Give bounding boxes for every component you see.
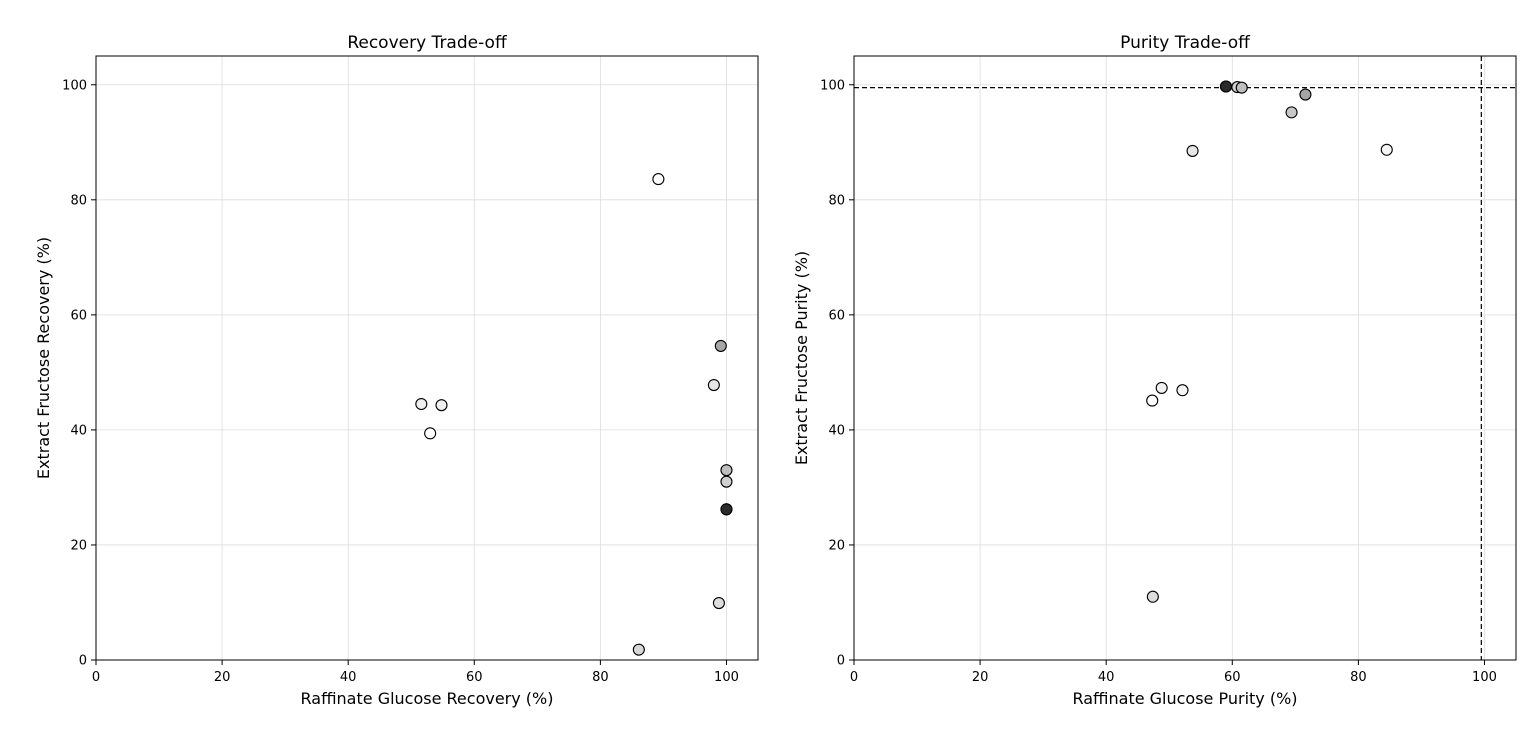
recovery-chart-xtick-label: 40 — [340, 670, 357, 685]
purity-chart-xtick-label: 60 — [1224, 670, 1241, 685]
recovery-chart-ticks: 0 20 40 60 80 100 0 20 40 60 80 100 — [62, 78, 739, 685]
purity-chart-point — [1219, 80, 1233, 93]
purity-chart: Purity Trade-off Raffinate Glucose Purit… — [792, 33, 1517, 708]
purity-chart-point — [1155, 381, 1168, 394]
purity-chart-ylabel: Extract Fructose Purity (%) — [792, 251, 811, 465]
purity-chart-point — [1235, 81, 1248, 94]
recovery-chart-point — [720, 464, 733, 477]
purity-chart-point — [1380, 143, 1393, 156]
recovery-chart-point — [720, 503, 733, 516]
purity-chart-ytick-label: 40 — [828, 423, 845, 438]
purity-chart-xlabel: Raffinate Glucose Purity (%) — [1072, 689, 1297, 708]
purity-chart-xtick-label: 100 — [1472, 670, 1497, 685]
recovery-chart-ytick-label: 60 — [70, 308, 87, 323]
recovery-chart-ytick-label: 80 — [70, 193, 87, 208]
purity-chart-point — [1146, 394, 1159, 407]
recovery-chart-ytick-label: 0 — [79, 654, 87, 669]
recovery-chart-point — [707, 378, 720, 392]
recovery-chart-point — [424, 427, 437, 440]
recovery-chart-point — [435, 399, 448, 412]
recovery-chart-ytick-label: 20 — [70, 538, 87, 553]
recovery-chart-xtick-label: 20 — [214, 670, 231, 685]
recovery-chart-ytick-label: 100 — [62, 78, 87, 93]
purity-chart-xtick-label: 80 — [1350, 670, 1367, 685]
recovery-chart-frame — [95, 55, 759, 661]
recovery-chart-point — [632, 643, 645, 656]
purity-chart-ytick-label: 20 — [828, 538, 845, 553]
purity-chart-point — [1299, 88, 1312, 101]
recovery-chart-point — [712, 597, 725, 610]
purity-chart-xtick-label: 20 — [972, 670, 989, 685]
purity-chart-points — [1146, 80, 1393, 603]
purity-chart-point — [1146, 590, 1159, 603]
purity-chart-point — [1285, 106, 1298, 119]
purity-chart-ytick-label: 100 — [820, 78, 845, 93]
purity-chart-xtick-label: 0 — [850, 670, 858, 685]
recovery-chart-title: Recovery Trade-off — [347, 33, 508, 53]
recovery-chart-point — [714, 339, 727, 352]
purity-chart-point — [1176, 384, 1189, 397]
recovery-chart-xtick-label: 80 — [592, 670, 609, 685]
purity-chart-ytick-label: 80 — [828, 193, 845, 208]
purity-chart-ytick-label: 60 — [828, 308, 845, 323]
recovery-chart-point — [652, 173, 665, 186]
purity-chart-frame — [853, 55, 1517, 661]
purity-chart-ytick-label: 0 — [837, 654, 845, 669]
purity-chart-reference-lines — [854, 56, 1516, 660]
recovery-chart-point — [415, 397, 428, 411]
purity-chart-title: Purity Trade-off — [1120, 33, 1251, 53]
recovery-chart-ytick-label: 40 — [70, 423, 87, 438]
recovery-chart-xtick-label: 100 — [714, 670, 739, 685]
recovery-chart-xtick-label: 0 — [92, 670, 100, 685]
recovery-chart-ylabel: Extract Fructose Recovery (%) — [34, 237, 53, 479]
recovery-chart-point — [720, 475, 733, 488]
recovery-chart-xlabel: Raffinate Glucose Recovery (%) — [301, 689, 554, 708]
recovery-chart-points — [415, 173, 733, 656]
recovery-chart-xtick-label: 60 — [466, 670, 483, 685]
purity-chart-xtick-label: 40 — [1098, 670, 1115, 685]
purity-chart-point — [1186, 144, 1199, 157]
recovery-chart: Recovery Trade-off Raffinate Glucose Rec… — [34, 33, 759, 708]
purity-chart-ticks: 0 20 40 60 80 100 0 20 40 60 80 100 — [820, 78, 1497, 685]
